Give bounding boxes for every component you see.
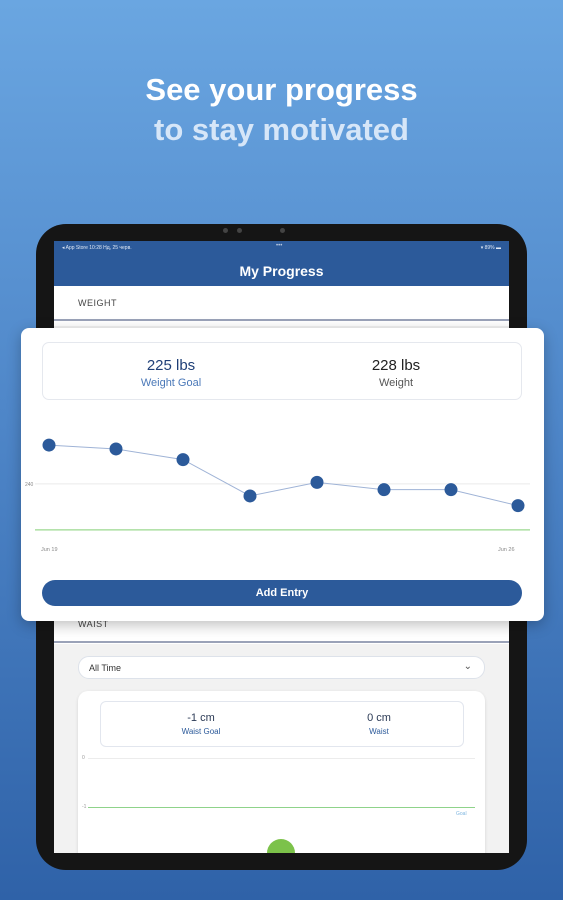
weight-current-label: Weight bbox=[378, 377, 414, 389]
time-range-value: All Time bbox=[89, 663, 122, 673]
series-line bbox=[48, 444, 519, 507]
weight-current-value: 228 lbs bbox=[371, 357, 421, 374]
waist-stats: -1 cm Waist Goal 0 cm Waist bbox=[100, 701, 464, 747]
data-point bbox=[176, 453, 190, 467]
waist-current-label: Waist bbox=[369, 727, 389, 736]
add-entry-button[interactable]: Add Entry bbox=[42, 580, 522, 606]
divider bbox=[54, 641, 509, 643]
weight-section-header: WEIGHT bbox=[54, 286, 509, 326]
data-point bbox=[377, 483, 391, 497]
headline-line-2: to stay motivated bbox=[154, 112, 409, 147]
battery-percent: 89% bbox=[484, 245, 495, 251]
chevron-down-icon: ⌄ bbox=[463, 661, 472, 672]
waist-tick-top: 0 bbox=[82, 755, 85, 761]
x-tick-label: Jun 26 bbox=[498, 547, 515, 553]
waist-goal-line bbox=[88, 807, 475, 808]
data-point bbox=[444, 483, 458, 497]
multitask-dots[interactable]: ••• bbox=[276, 243, 283, 249]
grid-line bbox=[88, 758, 475, 759]
x-tick-label: Jun 19 bbox=[41, 547, 58, 553]
app-bar: ◂ App Store 10:28 Нд, 25 черв. ••• ▾ 89%… bbox=[54, 241, 509, 286]
data-point bbox=[310, 475, 324, 489]
waist-current-value: 0 cm bbox=[367, 712, 391, 724]
y-tick-label: 240 bbox=[25, 482, 34, 488]
points-layer bbox=[42, 438, 525, 513]
weight-goal-label: Weight Goal bbox=[140, 377, 202, 389]
weight-goal-value: 225 lbs bbox=[146, 357, 196, 374]
camera-dot bbox=[237, 228, 242, 233]
weight-card: 225 lbs Weight Goal 228 lbs Weight 240 Ju… bbox=[21, 328, 544, 621]
page-title: My Progress bbox=[239, 263, 324, 279]
waist-goal-label: Waist Goal bbox=[181, 727, 221, 736]
data-point bbox=[42, 438, 56, 452]
weight-section-label: WEIGHT bbox=[78, 298, 117, 308]
time-range-select[interactable]: All Time ⌄ bbox=[78, 656, 485, 679]
labels-layer: 240 Jun 19 Jun 26 bbox=[25, 482, 515, 553]
waist-section-label: WAIST bbox=[78, 619, 109, 629]
weight-stats: 225 lbs Weight Goal 228 lbs Weight bbox=[42, 342, 522, 400]
weight-chart: 240 Jun 19 Jun 26 bbox=[25, 438, 530, 553]
headline-line-1: See your progress bbox=[145, 72, 418, 107]
waist-goal-tag: Goal bbox=[456, 811, 467, 817]
add-fab-button[interactable] bbox=[267, 839, 295, 853]
waist-card: -1 cm Waist Goal 0 cm Waist 0 -1 Goal bbox=[78, 691, 485, 853]
sensor-dot bbox=[280, 228, 285, 233]
data-point bbox=[511, 499, 525, 513]
data-point bbox=[243, 489, 257, 503]
battery-status: ▾ 89% ▬ bbox=[480, 245, 501, 251]
status-bar-left: ◂ App Store 10:28 Нд, 25 черв. bbox=[62, 245, 132, 251]
waist-goal-value: -1 cm bbox=[187, 712, 215, 724]
waist-tick-bottom: -1 bbox=[82, 804, 87, 810]
sensor-dot bbox=[223, 228, 228, 233]
divider bbox=[54, 319, 509, 321]
data-point bbox=[109, 442, 123, 456]
